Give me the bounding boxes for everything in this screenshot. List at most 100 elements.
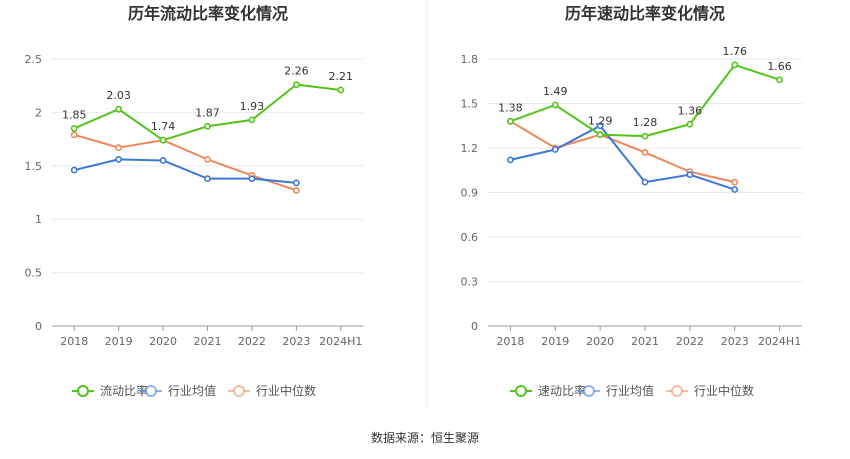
legend-label: 行业均值 (168, 383, 216, 398)
legend-marker (671, 385, 683, 397)
data-label: 1.85 (62, 108, 87, 121)
series-line (509, 120, 735, 184)
data-point (115, 144, 123, 152)
legend-item: 行业均值 (578, 383, 654, 398)
legend-marker (583, 385, 595, 397)
x-tick-label: 2018 (60, 335, 88, 348)
data-point (731, 61, 739, 69)
data-point (686, 120, 694, 128)
legend-item: 行业均值 (140, 383, 216, 398)
data-point (70, 125, 78, 132)
data-point (641, 178, 649, 186)
data-label: 1.66 (767, 60, 792, 73)
data-label: 1.74 (151, 120, 176, 133)
legend-item: 流动比率 (72, 383, 148, 398)
data-point (776, 76, 783, 84)
series-line (510, 124, 736, 191)
y-tick-label: 2.5 (25, 53, 43, 66)
data-point (70, 131, 78, 139)
data-point (596, 131, 604, 139)
data-point (248, 175, 256, 183)
x-tick-label: 2024H1 (319, 335, 362, 348)
source-note: 数据来源：恒生聚源 (371, 430, 479, 445)
y-tick-label: 2 (35, 106, 42, 119)
x-tick-label: 2019 (541, 335, 569, 348)
legend-marker (145, 385, 157, 397)
series-line (73, 158, 297, 184)
chart-2: 历年速动比率变化情况 0 0.3 0.6 0.9 1.2 1.5 1.8 2018 2019 202… (461, 4, 802, 398)
x-tick-label: 2022 (676, 335, 704, 348)
chart-1: 历年流动比率变化情况 0 0.5 1 1.5 2 2.5 2018 2019 2020 2021 20… (25, 4, 363, 398)
data-point (507, 117, 514, 125)
legend-label: 行业中位数 (694, 383, 754, 398)
y-tick-label: 1.2 (461, 142, 479, 155)
y-tick-label: 0.9 (461, 187, 479, 200)
data-point (641, 149, 649, 156)
x-tick-label: 2020 (586, 335, 614, 348)
legend-item: 速动比率 (510, 383, 586, 398)
x-tick-label: 2019 (105, 335, 133, 348)
data-point (337, 86, 345, 94)
x-tick-label: 2023 (282, 335, 310, 348)
data-point (204, 155, 211, 163)
data-point (292, 81, 300, 89)
data-point (204, 122, 211, 130)
x-tick-label: 2023 (721, 335, 749, 348)
legend-marker (77, 385, 89, 397)
data-point (641, 132, 649, 140)
y-tick-label: 0 (471, 320, 478, 333)
data-label: 1.29 (588, 115, 613, 128)
data-point (686, 171, 694, 179)
data-label: 1.28 (633, 116, 658, 129)
data-point (70, 166, 78, 174)
y-tick-label: 0.5 (25, 267, 43, 280)
data-label: 2.03 (106, 89, 131, 102)
x-tick-label: 2021 (631, 335, 659, 348)
data-point (596, 122, 604, 130)
chart-title: 历年流动比率变化情况 (128, 4, 288, 23)
data-label: 2.26 (284, 65, 309, 78)
data-point (507, 156, 514, 164)
data-point (551, 146, 559, 153)
x-tick-label: 2020 (149, 335, 177, 348)
data-point (115, 105, 123, 113)
data-point (731, 178, 739, 186)
y-tick-label: 1.5 (461, 98, 479, 111)
y-tick-label: 0.3 (461, 276, 479, 289)
y-tick-label: 1.5 (25, 160, 43, 173)
data-point (204, 175, 211, 183)
data-point (551, 101, 559, 109)
data-label: 1.93 (240, 100, 265, 113)
data-point (159, 157, 167, 164)
chart-title: 历年速动比率变化情况 (565, 4, 725, 23)
x-tick-label: 2021 (194, 335, 222, 348)
x-tick-label: 2022 (238, 335, 266, 348)
legend-item: 行业中位数 (228, 383, 316, 398)
data-point (731, 186, 739, 193)
legend-label: 流动比率 (100, 383, 148, 398)
data-label: 1.49 (543, 85, 568, 98)
data-label: 1.36 (678, 104, 703, 117)
data-label: 1.38 (498, 101, 523, 114)
y-tick-label: 1 (35, 213, 42, 226)
data-label: 2.21 (329, 70, 354, 83)
legend-label: 速动比率 (538, 383, 586, 398)
data-point (292, 179, 300, 187)
data-point (115, 155, 123, 163)
y-tick-label: 0.6 (461, 231, 479, 244)
data-point (292, 186, 300, 194)
data-point (248, 116, 256, 124)
legend-marker (233, 385, 245, 397)
legend-label: 行业中位数 (256, 383, 316, 398)
legend-marker (515, 385, 527, 397)
legend-label: 行业均值 (606, 383, 654, 398)
y-tick-label: 1.8 (461, 53, 479, 66)
legend-item: 行业中位数 (666, 383, 754, 398)
x-tick-label: 2024H1 (758, 335, 801, 348)
data-point (159, 136, 167, 144)
x-tick-label: 2018 (496, 335, 524, 348)
data-label: 1.76 (722, 45, 747, 58)
series-line (73, 133, 297, 192)
